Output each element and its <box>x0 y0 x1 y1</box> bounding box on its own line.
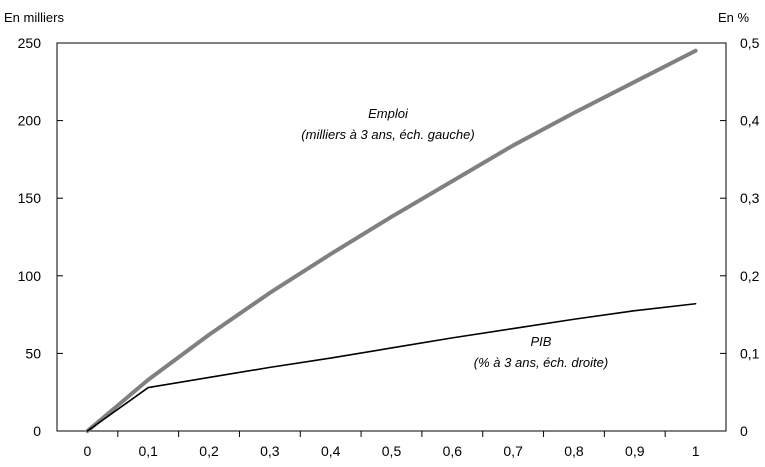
y-right-unit-label: En % <box>718 10 750 25</box>
y-left-unit-label: En milliers <box>4 10 64 25</box>
y-right-tick-label: 0 <box>740 423 748 439</box>
y-left-tick-label: 150 <box>18 190 42 206</box>
x-tick-label: 0 <box>84 443 92 459</box>
series-line-pib <box>86 302 697 432</box>
axes-layer: 0 50 100 150 200 250 0 0,1 0,2 0,3 0,4 0,5 0 0,1 0,2 0,… <box>18 35 760 459</box>
y-left-tick-label: 250 <box>18 35 42 51</box>
x-tick-label: 0,8 <box>564 443 584 459</box>
y-left-tick-label: 0 <box>33 423 41 439</box>
plot-frame <box>56 42 727 432</box>
y-right-tick-label: 0,1 <box>740 345 760 361</box>
y-left-tick-label: 50 <box>25 345 41 361</box>
x-tick-label: 0,4 <box>321 443 341 459</box>
y-right-tick-label: 0,2 <box>740 268 760 284</box>
y-right-tick-label: 0,4 <box>740 113 760 129</box>
annotation-emploi-title: Emploi <box>368 106 409 121</box>
annotation-pib: PIB (% à 3 ans, éch. droite) <box>474 334 608 370</box>
y-left-tick-label: 200 <box>18 113 42 129</box>
annotation-emploi-subtitle: (milliers à 3 ans, éch. gauche) <box>301 127 474 142</box>
x-tick-label: 0,3 <box>260 443 280 459</box>
x-tick-label: 0,6 <box>443 443 463 459</box>
y-right-tick-label: 0,3 <box>740 190 760 206</box>
x-tick-label: 0,9 <box>625 443 645 459</box>
series-layer <box>85 48 698 433</box>
series-line-emploi <box>85 48 698 433</box>
y-left-tick-label: 100 <box>18 268 42 284</box>
x-tick-label: 0,5 <box>382 443 402 459</box>
y-right-tick-label: 0,5 <box>740 35 760 51</box>
x-tick-label: 1 <box>692 443 700 459</box>
annotation-emploi: Emploi (milliers à 3 ans, éch. gauche) <box>301 106 474 142</box>
x-tick-label: 0,2 <box>199 443 219 459</box>
annotation-pib-subtitle: (% à 3 ans, éch. droite) <box>474 355 608 370</box>
x-tick-label: 0,1 <box>138 443 158 459</box>
annotation-pib-title: PIB <box>531 334 552 349</box>
x-tick-label: 0,7 <box>503 443 523 459</box>
